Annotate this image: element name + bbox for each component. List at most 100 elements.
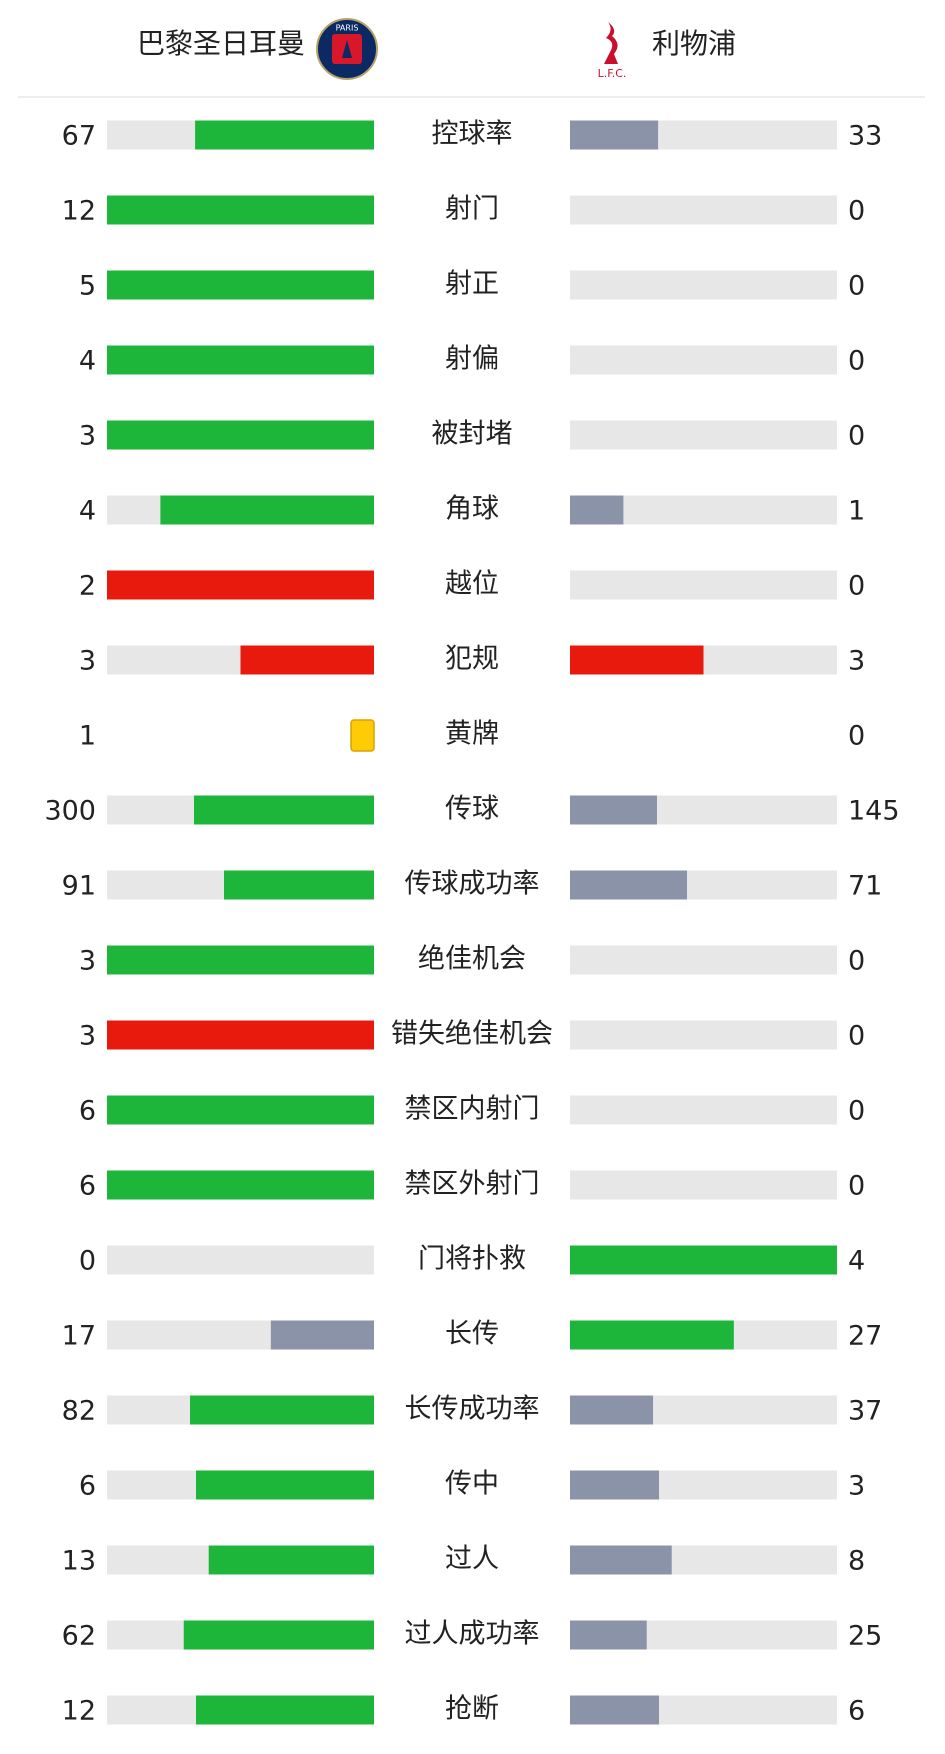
stat-label: 抢断 [445, 1694, 499, 1725]
stat-label: 长传成功率 [405, 1394, 540, 1425]
home-value: 6 [79, 1171, 96, 1202]
home-bar [107, 345, 374, 375]
home-bar [107, 570, 374, 600]
away-bar [570, 645, 704, 675]
home-bar [224, 870, 374, 900]
stat-label: 越位 [445, 569, 499, 600]
stat-label: 射正 [445, 269, 499, 300]
home-bar [107, 945, 374, 975]
home-value: 12 [62, 1696, 96, 1727]
away-value: 0 [848, 1021, 865, 1052]
home-value: 17 [62, 1321, 96, 1352]
away-team: 利物浦 [652, 27, 736, 60]
home-value: 3 [79, 421, 96, 452]
home-value: 3 [79, 946, 96, 977]
away-value: 8 [848, 1546, 865, 1577]
away-value: 0 [848, 271, 865, 302]
away-value: 71 [848, 871, 882, 902]
away-value: 1 [848, 496, 865, 527]
home-value: 1 [79, 721, 96, 752]
away-bar [570, 870, 688, 900]
stat-label: 角球 [445, 494, 499, 525]
home-value: 4 [79, 346, 96, 377]
home-value: 2 [79, 571, 96, 602]
stat-label: 射门 [445, 194, 499, 225]
away-badge: L.F.C. [598, 22, 627, 80]
stat-label: 过人成功率 [405, 1619, 540, 1650]
stat-label: 长传 [445, 1319, 499, 1350]
stat-label: 传中 [445, 1469, 499, 1500]
away-value: 0 [848, 196, 865, 227]
away-value: 0 [848, 571, 865, 602]
home-bar [240, 645, 374, 675]
away-value: 37 [848, 1396, 882, 1427]
away-bar [570, 1320, 734, 1350]
home-value: 13 [62, 1546, 96, 1577]
home-bar [107, 1170, 374, 1200]
home-value: 6 [79, 1096, 96, 1127]
away-value: 6 [848, 1696, 865, 1727]
away-bar [570, 795, 657, 825]
away-value: 4 [848, 1246, 865, 1277]
home-badge: PARIS [316, 18, 378, 80]
home-value: 82 [62, 1396, 96, 1427]
away-bar [570, 1620, 647, 1650]
home-value: 67 [62, 121, 96, 152]
home-bar [107, 195, 374, 225]
home-value: 3 [79, 646, 96, 677]
home-value: 5 [79, 271, 96, 302]
away-bar [570, 120, 659, 150]
home-value: 62 [62, 1621, 96, 1652]
home-bar [183, 1620, 374, 1650]
away-bar [570, 1545, 672, 1575]
stat-label: 控球率 [432, 119, 513, 150]
away-track [570, 1020, 837, 1050]
away-track [570, 345, 837, 375]
home-team: 巴黎圣日耳曼 [137, 27, 305, 60]
away-bar [570, 1470, 659, 1500]
away-track [570, 1095, 837, 1125]
stat-label: 传球 [445, 794, 499, 825]
stat-label: 被封堵 [432, 419, 513, 450]
home-bar [196, 1695, 374, 1725]
stat-label: 错失绝佳机会 [391, 1019, 553, 1050]
away-value: 145 [848, 796, 900, 827]
stat-label: 黄牌 [445, 719, 499, 750]
away-value: 0 [848, 421, 865, 452]
away-bar [570, 1695, 659, 1725]
stat-label: 过人 [445, 1544, 499, 1575]
away-value: 3 [848, 1471, 865, 1502]
stat-label: 禁区内射门 [405, 1094, 540, 1125]
home-bar [208, 1545, 374, 1575]
badge-text: L.F.C. [598, 67, 627, 80]
stat-label: 绝佳机会 [418, 944, 526, 975]
away-value: 33 [848, 121, 882, 152]
away-bar [570, 1245, 837, 1275]
away-bar [570, 495, 624, 525]
stat-label: 射偏 [445, 344, 499, 375]
home-value: 12 [62, 196, 96, 227]
away-track [570, 195, 837, 225]
home-value: 4 [79, 496, 96, 527]
home-bar [194, 795, 374, 825]
home-bar [160, 495, 374, 525]
home-bar [270, 1320, 374, 1350]
away-value: 0 [848, 946, 865, 977]
home-value: 6 [79, 1471, 96, 1502]
stat-label: 传球成功率 [405, 869, 540, 900]
away-value: 0 [848, 1171, 865, 1202]
away-bar [570, 1395, 654, 1425]
away-value: 27 [848, 1321, 882, 1352]
yellow-card [350, 719, 375, 752]
home-bar [196, 1470, 374, 1500]
home-bar [107, 270, 374, 300]
away-value: 0 [848, 346, 865, 377]
away-track [570, 945, 837, 975]
home-value: 91 [62, 871, 96, 902]
stat-label: 门将扑救 [418, 1244, 526, 1275]
home-bar [195, 120, 374, 150]
home-bar [107, 1020, 374, 1050]
home-bar [107, 1095, 374, 1125]
away-value: 0 [848, 721, 865, 752]
